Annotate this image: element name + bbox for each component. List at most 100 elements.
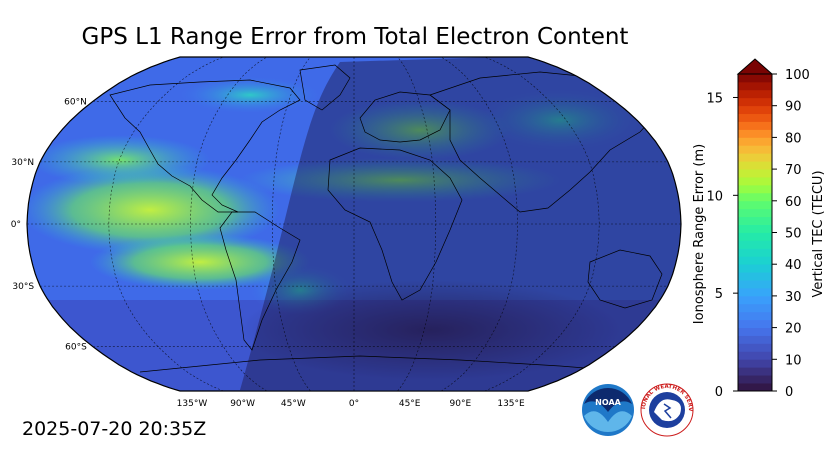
tec-tick-label: 50 (785, 227, 802, 242)
tec-axis-label: Vertical TEC (TECU) (811, 170, 826, 297)
colorbar-band (738, 89, 772, 99)
tec-band-europe (330, 100, 510, 160)
south-america-outline (219, 211, 301, 351)
tec-tick-label: 100 (785, 68, 810, 83)
latitude-label: 30°S (12, 282, 34, 292)
colorbar-band (738, 295, 772, 305)
colorbar-band (738, 240, 772, 249)
longitude-label: 45°E (399, 399, 421, 409)
meridian-line (190, 57, 268, 391)
colorbar-band (738, 177, 772, 186)
colorbar-band (738, 264, 772, 273)
tec-low-south (240, 280, 620, 380)
colorbar-band (738, 113, 772, 122)
tec-tick-label: 70 (785, 163, 802, 178)
colorbar-band (738, 343, 772, 352)
tec-tick-label: 10 (785, 353, 802, 368)
colorbar-band (738, 359, 772, 368)
colorbar-band (738, 272, 772, 281)
longitude-label: 45°W (281, 399, 306, 409)
longitude-label: 0° (349, 399, 359, 409)
colorbar-band (738, 303, 772, 313)
latitude-label: 0° (11, 220, 21, 230)
svg-text:NATIONAL WEATHER SERVICE: NATIONAL WEATHER SERVICE (0, 0, 693, 412)
noaa-logo: NOAA (582, 384, 634, 436)
range-error-axis-label: Ionosphere Range Error (m) (692, 144, 707, 324)
colorbar-band (738, 311, 772, 321)
range-error-tick-label: 5 (715, 287, 723, 302)
tec-tick-label: 60 (785, 195, 802, 210)
greenland-outline (299, 64, 351, 111)
colorbar-band (738, 280, 772, 289)
antarctica-outline (139, 355, 661, 375)
colorbar-band (738, 169, 772, 178)
latitude-label: 30°N (11, 158, 34, 168)
timestamp: 2025-07-20 20:35Z (22, 418, 207, 440)
colorbar-band (738, 200, 772, 210)
colorbar-band (738, 351, 772, 360)
globe-outline (26, 56, 682, 392)
longitude-label: 135°W (177, 399, 208, 409)
europe-outline (359, 91, 451, 143)
colorbar-band (738, 256, 772, 265)
meridian-line (272, 57, 311, 391)
colorbar-band (738, 367, 772, 376)
tec-peak-south-america (90, 234, 310, 290)
colorbar-left-ticks: 0 5 10 15 (706, 91, 738, 400)
colorbar-band (738, 216, 772, 225)
nws-logo-text: NATIONAL WEATHER SERVICE (0, 0, 693, 412)
colorbar-extend-arrow (736, 58, 774, 75)
colorbar-band (738, 375, 772, 384)
meridian-line (397, 57, 437, 391)
colorbar-band (738, 137, 772, 146)
latitude-label: 60°N (64, 97, 87, 107)
colorbar-band (738, 97, 772, 107)
colorbar-band (738, 287, 772, 297)
australia-outline (587, 249, 663, 309)
tec-band-arctic (180, 77, 320, 113)
range-error-tick-label: 10 (706, 189, 723, 204)
graticule (27, 57, 681, 391)
longitude-label: 135°E (497, 399, 525, 409)
colorbar-band (738, 319, 772, 328)
africa-outline (327, 147, 463, 301)
tec-field (27, 57, 681, 391)
colorbar-band (738, 145, 772, 154)
colorbar-band (738, 153, 772, 162)
colorbar-band (738, 192, 772, 202)
tec-tick-label: 40 (785, 258, 802, 273)
tec-tick-label: 30 (785, 290, 802, 305)
longitude-label: 90°E (450, 399, 472, 409)
tec-band-north (30, 135, 210, 185)
colorbar-band (738, 224, 772, 233)
colorbar-band (738, 74, 772, 83)
longitude-label: 90°W (230, 399, 255, 409)
latitude-labels: 60°N 30°N 0° 30°S 60°S (11, 97, 87, 352)
colorbar-band (738, 248, 772, 257)
colorbar-band (738, 383, 772, 392)
tec-tick-label: 0 (785, 385, 793, 400)
tec-band-africa (240, 158, 560, 202)
colorbar-band (738, 335, 772, 344)
tec-peak-atlantic (27, 165, 280, 255)
colorbar-band (738, 161, 772, 170)
chart-title: GPS L1 Range Error from Total Electron C… (81, 24, 629, 50)
colorbar-band (738, 129, 772, 138)
colorbar-right-ticks: 0 10 20 30 40 50 60 70 80 90 100 (772, 68, 810, 400)
meridian-line (440, 57, 518, 391)
night-side-shading (240, 57, 681, 390)
colorbar-band (738, 232, 772, 241)
tec-tick-label: 90 (785, 100, 802, 115)
tec-band-asia (480, 90, 640, 150)
coastlines (109, 64, 663, 375)
latitude-label: 60°S (65, 343, 87, 353)
range-error-tick-label: 15 (706, 91, 723, 106)
range-error-tick-label: 0 (715, 385, 723, 400)
colorbar-band (738, 105, 772, 115)
colorbar-band (738, 327, 772, 336)
longitude-labels: 135°W 90°W 45°W 0° 45°E 90°E 135°E (177, 399, 525, 409)
nws-logo: NATIONAL WEATHER SERVICE (0, 0, 694, 437)
noaa-logo-text: NOAA (595, 398, 621, 407)
